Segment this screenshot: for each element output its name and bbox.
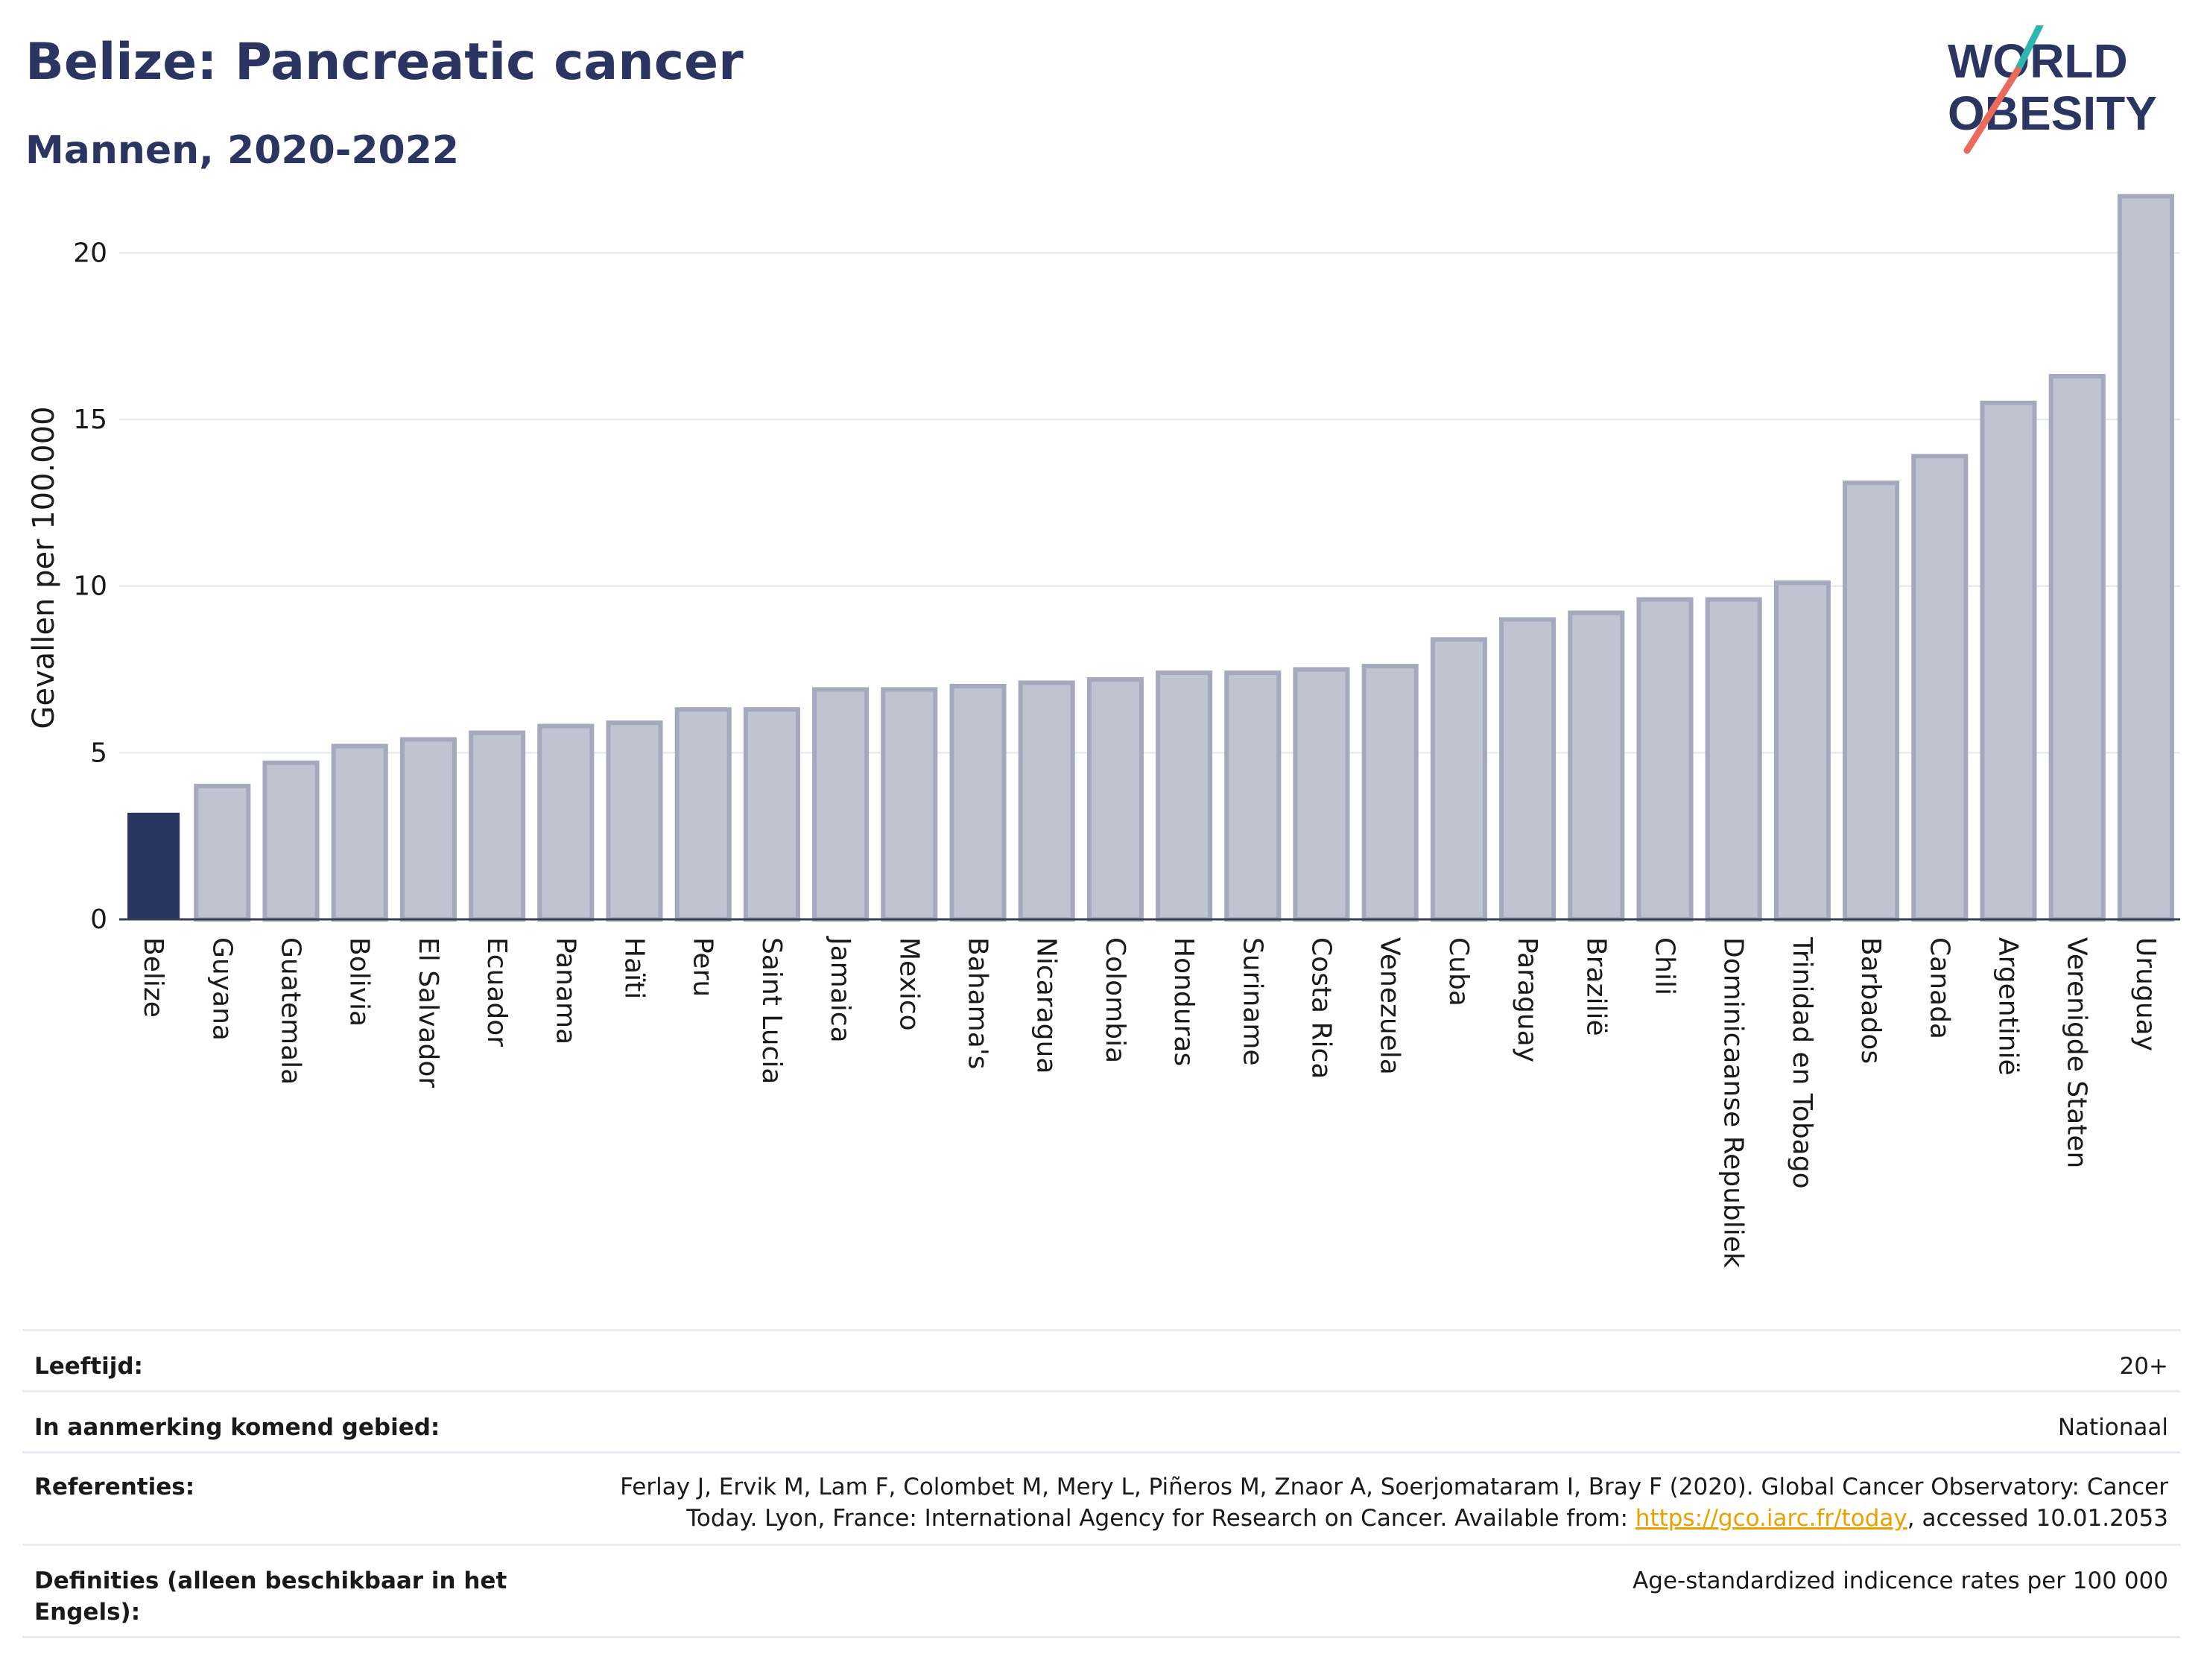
- references-link[interactable]: https://gco.iarc.fr/today: [1635, 1505, 1907, 1532]
- references-text-1: Ferlay J, Ervik M, Lam F, Colombet M, Me…: [620, 1474, 2168, 1532]
- bar: [2048, 373, 2106, 922]
- bar: [1018, 680, 1075, 922]
- x-tick-label: Suriname: [1237, 937, 1267, 1066]
- logo-slash-coral: [1963, 66, 2021, 154]
- x-tick-label: Bolivia: [344, 937, 375, 1027]
- bar: [469, 730, 526, 922]
- info-bottom-border: [22, 1636, 2180, 1638]
- y-tick-label: 20: [73, 238, 107, 268]
- bar: [743, 707, 800, 922]
- x-tick-label: Barbados: [1855, 937, 1886, 1064]
- bar: [1156, 671, 1213, 922]
- x-tick-label: Uruguay: [2130, 937, 2161, 1051]
- x-tick-label: Argentinië: [1993, 937, 2024, 1076]
- x-tick-label: Colombia: [1100, 937, 1130, 1063]
- x-tick-label: Venezuela: [1375, 937, 1405, 1075]
- x-tick-label: Trinidad en Tobago: [1787, 936, 1817, 1189]
- bar: [399, 737, 457, 922]
- definitions-value: Age-standardized indicence rates per 100…: [1633, 1568, 2168, 1594]
- bar: [127, 812, 180, 919]
- chart-subtitle: Mannen, 2020-2022: [25, 128, 460, 173]
- x-tick-label: Belize: [138, 937, 168, 1018]
- info-row-age: Leeftijd: 20+: [22, 1329, 2180, 1392]
- bar: [1086, 676, 1144, 922]
- area-value: Nationaal: [2057, 1414, 2168, 1441]
- x-tick-label: Paraguay: [1512, 937, 1542, 1062]
- bar: [812, 687, 870, 922]
- logo-word-1: WORLD: [1948, 34, 2128, 88]
- bar: [1911, 454, 1969, 922]
- definitions-label: Definities (alleen beschikbaar in het En…: [34, 1568, 507, 1626]
- x-tick-label: Honduras: [1168, 937, 1199, 1066]
- x-tick-label: Costa Rica: [1306, 937, 1337, 1079]
- y-tick-label: 15: [73, 405, 107, 435]
- x-tick-label: Peru: [688, 937, 718, 997]
- bar: [1773, 580, 1831, 922]
- y-tick-label: 5: [90, 738, 107, 768]
- x-tick-label: Guyana: [206, 937, 237, 1041]
- bar: [1361, 664, 1419, 922]
- age-label: Leeftijd:: [34, 1353, 143, 1380]
- bar: [606, 720, 663, 922]
- area-label: In aanmerking komend gebied:: [34, 1414, 440, 1441]
- chart-title: Belize: Pancreatic cancer: [25, 33, 744, 92]
- x-tick-label: Chili: [1650, 937, 1680, 995]
- x-tick-label: Verenigde Staten: [2062, 937, 2092, 1168]
- bar: [1568, 610, 1625, 922]
- x-tick-label: Dominicaanse Republiek: [1718, 937, 1749, 1268]
- x-tick-label: El Salvador: [413, 937, 443, 1088]
- info-row-definitions: Definities (alleen beschikbaar in het En…: [22, 1544, 2180, 1638]
- x-tick-label: Bahama's: [963, 937, 993, 1069]
- bar: [1499, 617, 1557, 922]
- y-tick-label: 10: [73, 571, 107, 602]
- info-row-references: Referenties: Ferlay J, Ervik M, Lam F, C…: [22, 1451, 2180, 1546]
- age-value: 20+: [2119, 1353, 2168, 1380]
- y-axis-label: Gevallen per 100.000: [27, 406, 61, 729]
- bar: [2117, 194, 2174, 922]
- x-tick-label: Cuba: [1443, 937, 1474, 1007]
- bar: [1224, 671, 1282, 922]
- references-text-2: , accessed 10.01.2053: [1907, 1505, 2168, 1532]
- bar: [1430, 637, 1487, 922]
- bar: [331, 744, 388, 922]
- x-tick-label: Guatemala: [276, 937, 306, 1085]
- bar: [194, 784, 251, 922]
- bar: [1705, 597, 1762, 922]
- x-tick-label: Panama: [550, 937, 580, 1045]
- world-obesity-logo: WORLD OBESITY: [1948, 25, 2157, 154]
- bar: [1843, 481, 1900, 922]
- x-tick-label: Jamaica: [825, 936, 855, 1043]
- x-tick-label: Nicaragua: [1031, 937, 1062, 1074]
- y-tick-label: 0: [90, 904, 107, 935]
- info-row-area: In aanmerking komend gebied: Nationaal: [22, 1390, 2180, 1454]
- bar: [881, 687, 938, 922]
- bar: [537, 723, 595, 922]
- references-value: Ferlay J, Ervik M, Lam F, Colombet M, Me…: [604, 1471, 2168, 1534]
- bar: [1636, 597, 1694, 922]
- x-tick-label: Ecuador: [481, 937, 512, 1047]
- x-tick-label: Mexico: [893, 937, 924, 1031]
- x-tick-label: Brazilië: [1580, 937, 1611, 1036]
- bar: [1293, 667, 1350, 922]
- bar: [1980, 400, 2037, 922]
- logo-slash-teal: [2014, 25, 2044, 74]
- bar: [949, 683, 1007, 922]
- bar: [262, 760, 320, 922]
- x-tick-label: Saint Lucia: [756, 937, 787, 1084]
- x-tick-label: Haïti: [619, 937, 650, 999]
- bar: [674, 707, 732, 922]
- references-label: Referenties:: [34, 1474, 195, 1500]
- x-tick-label: Canada: [1924, 937, 1954, 1039]
- bar-chart: 0 5 10 15 20 Gevallen per 100.000 Belize Guyana…: [27, 194, 2180, 1268]
